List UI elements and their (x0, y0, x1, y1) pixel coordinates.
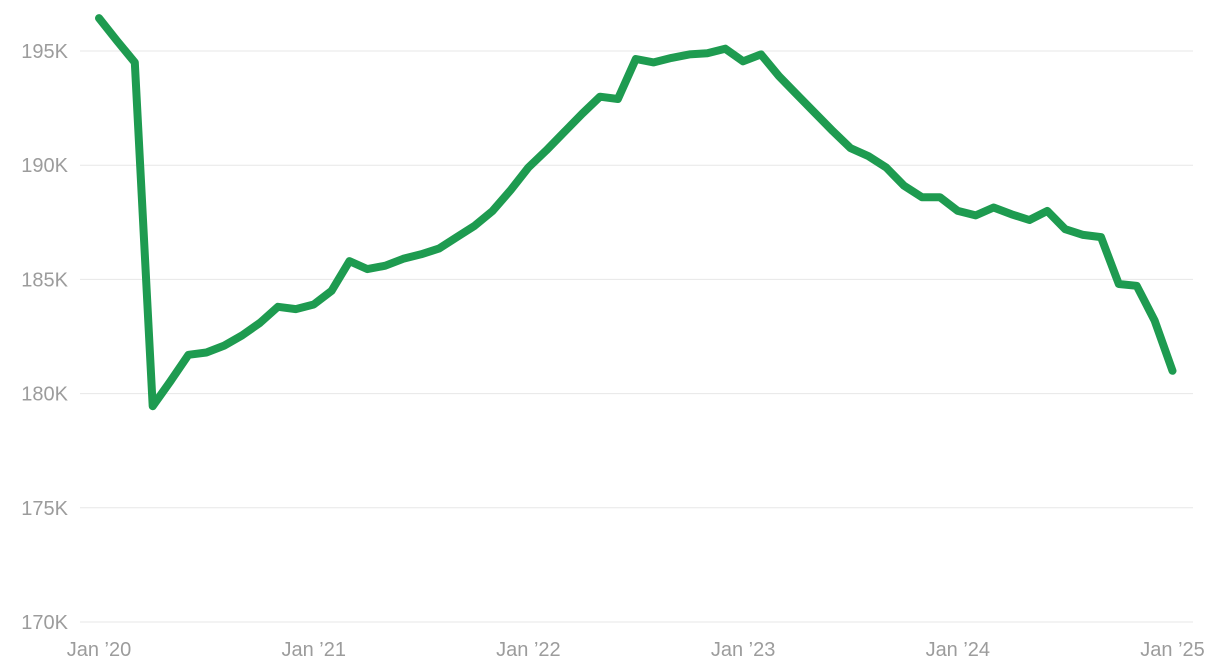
x-axis-tick-label: Jan ’20 (67, 639, 132, 661)
y-axis-tick-label: 180K (21, 384, 68, 406)
y-axis-tick-label: 195K (21, 41, 68, 63)
x-axis-tick-label: Jan ’21 (281, 639, 346, 661)
x-axis-tick-label: Jan ’23 (711, 639, 776, 661)
x-axis-tick-label: Jan ’24 (926, 639, 991, 661)
y-axis-tick-label: 170K (21, 612, 68, 634)
x-axis-tick-label: Jan ’25 (1140, 639, 1205, 661)
y-axis-tick-label: 175K (21, 498, 68, 520)
y-axis-tick-label: 190K (21, 155, 68, 177)
series-line (95, 14, 1177, 411)
x-axis-tick-label: Jan ’22 (496, 639, 561, 661)
y-axis-tick-label: 185K (21, 269, 68, 291)
